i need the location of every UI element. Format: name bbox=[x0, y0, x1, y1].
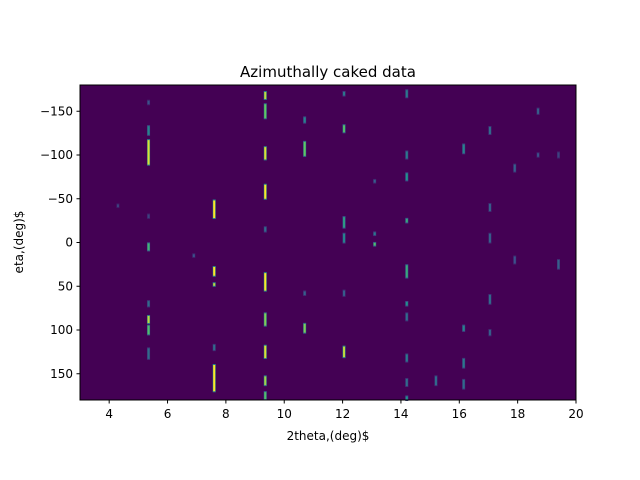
heatmap-spot bbox=[343, 92, 346, 96]
y-tick-label: −100 bbox=[40, 148, 73, 162]
heatmap-spot bbox=[343, 125, 346, 133]
heatmap-spot bbox=[488, 127, 491, 134]
heatmap-spot bbox=[343, 233, 346, 243]
y-axis: −150 −100 −50 0 50 100 150 bbox=[40, 104, 80, 381]
heatmap-spot bbox=[373, 242, 376, 246]
heatmap-spot bbox=[373, 179, 376, 183]
heatmap-spot bbox=[462, 379, 465, 389]
heatmap-spot bbox=[264, 345, 267, 358]
heatmap-spot bbox=[434, 376, 437, 386]
heatmap-spot bbox=[264, 147, 267, 160]
heatmap-spot bbox=[116, 204, 119, 208]
x-tick-label: 18 bbox=[510, 407, 525, 421]
chart-title: Azimuthally caked data bbox=[240, 63, 416, 81]
heatmap-spot bbox=[488, 295, 491, 304]
heatmap-spot bbox=[303, 323, 306, 333]
heatmap-spot bbox=[147, 126, 150, 135]
heatmap-spot bbox=[147, 100, 150, 105]
heatmap-spot bbox=[537, 108, 540, 114]
heatmap-spot bbox=[405, 151, 408, 159]
x-tick-label: 4 bbox=[105, 407, 113, 421]
heatmap-spot bbox=[192, 254, 195, 257]
heatmap-spot bbox=[264, 273, 267, 291]
heatmap-spot bbox=[557, 152, 560, 158]
heatmap-spot bbox=[557, 260, 560, 269]
heatmap-spot bbox=[405, 313, 408, 321]
heatmap-spots bbox=[116, 89, 560, 401]
x-tick-label: 20 bbox=[568, 407, 583, 421]
heatmap-spot bbox=[462, 325, 465, 331]
heatmap-spot bbox=[303, 291, 306, 295]
y-tick-label: 150 bbox=[50, 367, 73, 381]
heatmap-spot bbox=[213, 267, 216, 276]
x-tick-label: 12 bbox=[335, 407, 350, 421]
heatmap-spot bbox=[405, 173, 408, 181]
x-axis: 4 6 8 10 12 14 16 18 20 bbox=[105, 400, 584, 421]
heatmap-spot bbox=[147, 301, 150, 307]
heatmap-spot bbox=[405, 354, 408, 362]
heatmap-spot bbox=[343, 346, 346, 358]
heatmap-spot bbox=[373, 232, 376, 236]
heatmap-spot bbox=[264, 313, 267, 326]
heatmap-spot bbox=[147, 214, 150, 218]
y-axis-label: eta,(deg)$ bbox=[12, 211, 26, 274]
heatmap-spot bbox=[405, 218, 408, 223]
heatmap-spot bbox=[513, 256, 516, 264]
heatmap-spot bbox=[213, 344, 216, 351]
heatmap-spot bbox=[264, 92, 267, 99]
heatmap-spot bbox=[264, 104, 267, 119]
x-tick-label: 8 bbox=[222, 407, 230, 421]
heatmap-spot bbox=[488, 330, 491, 336]
heatmap-spot bbox=[264, 227, 267, 232]
heatmap-spot bbox=[462, 144, 465, 154]
heatmap-spot bbox=[147, 325, 150, 335]
heatmap-spot bbox=[264, 392, 267, 400]
x-tick-label: 16 bbox=[452, 407, 467, 421]
heatmap-spot bbox=[343, 290, 346, 296]
heatmap-spot bbox=[405, 302, 408, 306]
heatmap-spot bbox=[264, 376, 267, 386]
heatmap-spot bbox=[405, 379, 408, 386]
y-tick-label: 50 bbox=[58, 279, 73, 293]
y-tick-label: 100 bbox=[50, 323, 73, 337]
heatmap-spot bbox=[213, 365, 216, 392]
heatmap-background bbox=[80, 85, 576, 400]
heatmap-spot bbox=[513, 164, 516, 172]
heatmap-spot bbox=[147, 140, 150, 165]
y-tick-label: 0 bbox=[65, 236, 73, 250]
heatmap-spot bbox=[303, 117, 306, 123]
heatmap-spot bbox=[405, 396, 408, 400]
x-tick-label: 6 bbox=[164, 407, 172, 421]
heatmap-spot bbox=[488, 233, 491, 243]
heatmap-spot bbox=[264, 184, 267, 199]
heatmap-spot bbox=[488, 204, 491, 211]
heatmap-spot bbox=[147, 243, 150, 251]
heatmap-spot bbox=[343, 217, 346, 228]
heatmap-spot bbox=[405, 90, 408, 98]
x-tick-label: 10 bbox=[277, 407, 292, 421]
heatmap-spot bbox=[213, 283, 216, 286]
heatmap-spot bbox=[213, 200, 216, 218]
heatmap-spot bbox=[147, 316, 150, 323]
heatmap-spot bbox=[462, 358, 465, 368]
heatmap-spot bbox=[303, 141, 306, 156]
y-tick-label: −150 bbox=[40, 104, 73, 118]
y-tick-label: −50 bbox=[48, 192, 73, 206]
x-axis-label: 2theta,(deg)$ bbox=[287, 429, 370, 443]
heatmap-spot bbox=[537, 153, 540, 157]
x-tick-label: 14 bbox=[393, 407, 408, 421]
heatmap-spot bbox=[147, 348, 150, 359]
heatmap-spot bbox=[405, 265, 408, 278]
